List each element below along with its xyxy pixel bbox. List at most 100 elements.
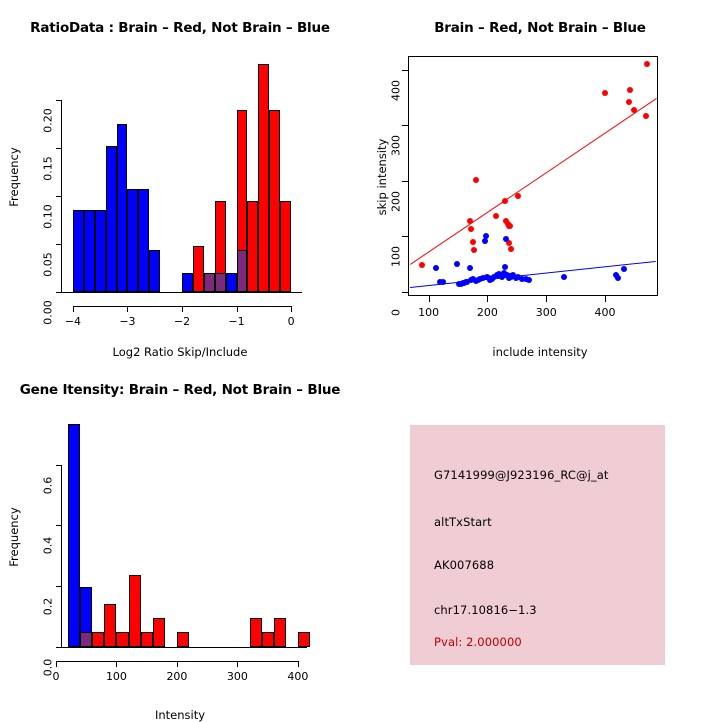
scatter-point [464,279,471,286]
plot-frame [408,56,658,296]
x-tick-label: 100 [418,306,440,319]
scatter-point [483,233,490,240]
x-tick-label: 0 [287,315,295,328]
scatter-point [507,245,514,252]
x-tick [72,306,74,312]
y-tick [402,236,408,238]
overlap-bar [203,272,215,292]
x-tick [55,661,57,667]
ratio-hist-title: RatioData : Brain – Red, Not Brain – Blu… [30,20,330,36]
scatter-point [644,60,651,67]
brain-bar [249,618,262,647]
brain-bar [176,632,190,647]
x-tick [182,306,183,312]
brain-bar [92,632,105,647]
annotation-info-box: G7141999@J923196_RC@j_at altTxStart AK00… [410,425,665,665]
y-tick-label: 0.6 [41,476,55,494]
scatter-point [479,274,486,281]
x-tick [236,306,238,312]
y-tick-label: 0.05 [41,252,55,277]
not-brain-bar [138,188,150,292]
not-brain-bar [127,188,139,292]
panel-gene-intensity-histogram: Gene Itensity: Brain – Red, Not Brain – … [0,360,360,722]
scatter-point [505,239,512,246]
not-brain-bar [83,209,95,292]
brain-bar [192,246,204,292]
ratio-hist-ylabel: Frequency [7,147,21,207]
scatter-ylabel: skip intensity [375,138,389,216]
scatter-point [432,265,439,272]
info-accession: AK007688 [434,558,495,572]
scatter-point [439,279,446,286]
info-locus: chr17.10816−1.3 [434,603,537,617]
x-tick [487,296,489,302]
scatter-point [500,270,507,277]
y-tick [402,180,408,182]
y-axis-line [61,464,62,647]
scatter-point [498,273,505,280]
not-brain-bar [225,272,237,292]
x-tick-label: −4 [64,315,82,328]
scatter-point [492,213,499,220]
x-tick [176,661,178,667]
x-tick-label: 300 [226,670,248,683]
y-tick-label: 0.10 [41,204,55,229]
x-tick-label: 100 [105,670,127,683]
scatter-point [525,276,532,283]
scatter-point [615,275,621,282]
x-tick-label: 0 [52,670,60,683]
scatter-point [518,275,525,282]
brain-bar [116,632,129,647]
not-brain-bar [116,124,128,292]
y-tick [56,148,62,150]
y-tick-label: 0.2 [41,597,55,616]
scatter-point [515,192,521,199]
scatter-plot-area: 0 100 200 300 400 100 200 300 400 [390,56,658,319]
not-brain-bar [72,209,84,292]
not-brain-bar [94,209,106,292]
y-tick [56,647,62,648]
scatter-point [625,99,632,105]
scatter-point [612,271,619,278]
scatter-point [482,237,489,244]
brain-bar [297,632,311,647]
not-brain-bar [68,423,81,647]
gene-hist-plot-area: 0.0 0.2 0.4 0.6 0 100 200 300 400 [42,422,311,683]
scatter-point [418,261,425,268]
info-event-type: altTxStart [434,515,492,529]
not-brain-bar [105,146,117,292]
scatter-point [471,246,478,253]
y-tick [402,69,408,71]
overlap-bar [214,272,226,292]
x-tick-label: 400 [594,306,616,319]
y-tick [56,100,62,102]
scatter-title: Brain – Red, Not Brain – Blue [434,20,646,36]
x-tick [605,296,607,302]
x-tick-label: 200 [476,306,498,319]
x-tick-label: 300 [535,306,557,319]
y-tick-label: 300 [389,135,403,157]
y-tick-label: 400 [389,79,403,101]
brain-bar [261,632,274,647]
scatter-point [466,218,473,225]
y-tick [56,244,62,246]
y-tick [56,464,62,466]
x-tick [237,661,239,667]
brain-bar [273,618,286,647]
x-tick [116,661,118,667]
brain-bar [104,603,117,647]
y-tick-label: 100 [389,246,403,268]
y-tick [402,125,408,127]
scatter-point [502,264,509,271]
scatter-point [469,238,476,245]
y-tick-label: 0.20 [41,108,55,134]
gene-hist-title: Gene Itensity: Brain – Red, Not Brain – … [19,382,341,398]
panel-intensity-scatter: Brain – Red, Not Brain – Blue 0 100 200 300… [360,0,720,360]
scatter-point [602,90,609,97]
scatter-point [515,273,521,280]
brain-bar [128,574,141,647]
x-tick [127,306,129,312]
not-brain-bar [182,272,193,292]
x-tick [546,296,548,302]
